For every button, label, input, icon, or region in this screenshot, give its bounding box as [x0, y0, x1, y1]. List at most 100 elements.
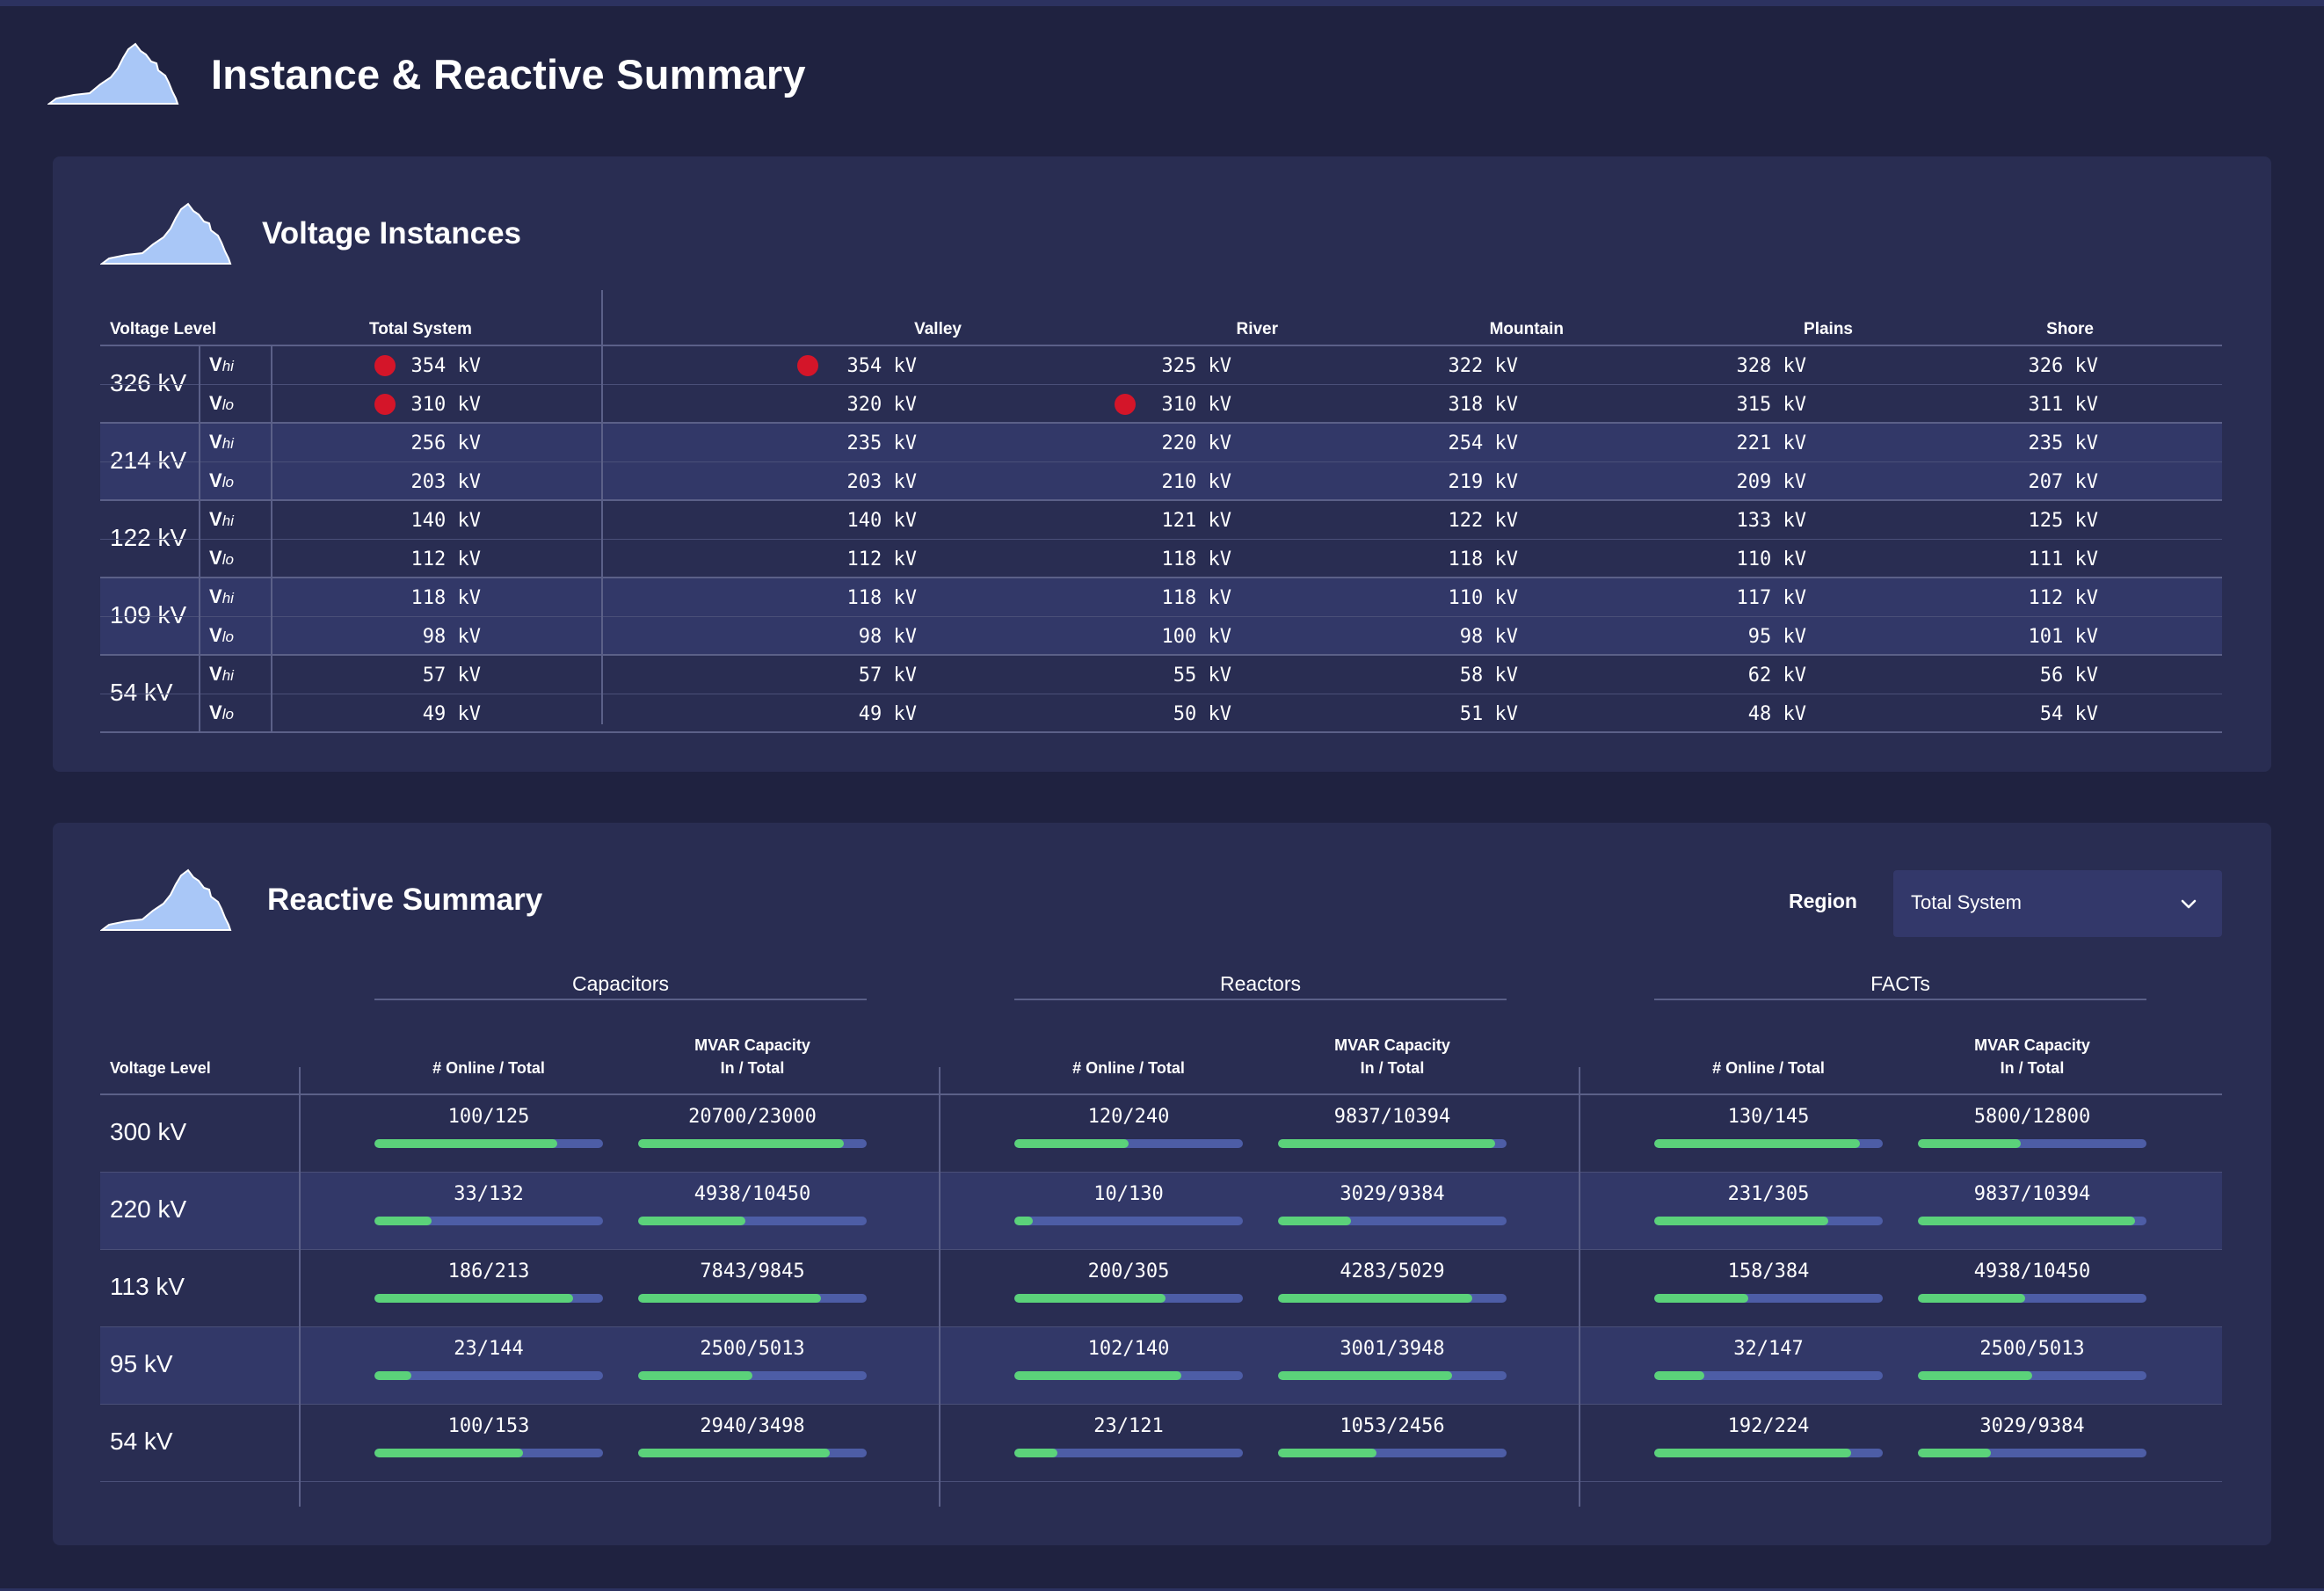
cell-total-lo: 49 kV — [422, 703, 481, 725]
v-symbol: V — [209, 469, 222, 491]
table-row: 54 kV 100/153 2940/3498 23/121 1053/2456 192/… — [100, 1405, 2222, 1482]
progress-bar — [1918, 1294, 2146, 1303]
v-symbol: V — [209, 701, 222, 723]
cell-plains-lo: 315 kV — [1736, 394, 1806, 416]
cell-mountain-hi: 122 kV — [1448, 510, 1518, 532]
vlo-label: Vlo — [209, 392, 234, 415]
virginia-map-icon — [100, 202, 232, 265]
progress-bar — [1014, 1217, 1243, 1225]
metric-rea-mvar: 3029/9384 — [1278, 1183, 1507, 1225]
col-header-mountain: Mountain — [1489, 320, 1564, 338]
cell-shore-hi: 326 kV — [2028, 355, 2098, 377]
metric-value: 4283/5029 — [1340, 1260, 1445, 1282]
cell-total-lo: 112 kV — [410, 548, 481, 570]
cell-valley-hi: 235 kV — [846, 432, 917, 454]
vhi-row: Vhi 118 kV 118 kV 118 kV 110 kV 117 kV 112 kV — [100, 578, 2222, 617]
cell-river-lo: 210 kV — [1161, 471, 1231, 493]
cell-total-lo: 310 kV — [410, 394, 481, 416]
progress-bar — [638, 1139, 867, 1148]
metric-rea-online: 23/121 — [1014, 1415, 1243, 1457]
cell-valley-hi: 140 kV — [846, 510, 917, 532]
voltage-instances-title: Voltage Instances — [262, 216, 522, 251]
voltage-level-label: 109 kV — [110, 601, 187, 628]
cell-plains-hi: 62 kV — [1747, 665, 1806, 687]
cell-plains-hi: 117 kV — [1736, 587, 1806, 609]
cell-total-lo: 98 kV — [422, 626, 481, 648]
voltage-instances-table: Voltage Level Total System Valley River … — [100, 290, 2222, 733]
vhi-label: Vhi — [209, 663, 234, 686]
progress-bar — [1278, 1139, 1507, 1148]
vlo-row: Vlo 98 kV 98 kV 100 kV 98 kV 95 kV 101 kV — [100, 617, 2222, 656]
cell-plains-hi: 328 kV — [1736, 355, 1806, 377]
metric-value: 33/132 — [454, 1183, 524, 1205]
voltage-level-label: 326 kV — [110, 369, 187, 396]
region-dropdown[interactable]: Total System — [1893, 870, 2222, 937]
metric-fac-mvar: 9837/10394 — [1918, 1183, 2146, 1225]
progress-bar-fill — [1654, 1139, 1860, 1148]
metric-value: 2500/5013 — [1979, 1338, 2085, 1360]
col-header-total-system: Total System — [369, 320, 472, 338]
progress-bar-fill — [1654, 1217, 1828, 1225]
col-header-fac-mvar: MVAR Capacity In / Total — [1918, 1034, 2146, 1079]
v-subscript: lo — [222, 396, 234, 413]
progress-bar-fill — [1918, 1371, 2032, 1380]
progress-bar-fill — [1654, 1294, 1748, 1303]
reactive-summary-panel: Reactive Summary Region Total System Cap… — [53, 823, 2271, 1545]
cell-shore-hi: 56 kV — [2039, 665, 2098, 687]
cell-shore-lo: 101 kV — [2028, 626, 2098, 648]
metric-value: 231/305 — [1727, 1183, 1810, 1205]
vlo-label: Vlo — [209, 547, 234, 570]
column-divider — [271, 346, 272, 424]
metric-cap-mvar: 2500/5013 — [638, 1338, 867, 1380]
voltage-level-label: 214 kV — [110, 447, 187, 474]
progress-bar-fill — [374, 1139, 557, 1148]
metric-rea-online: 200/305 — [1014, 1260, 1243, 1303]
header-line-1: MVAR Capacity — [1974, 1036, 2090, 1054]
metric-value: 5800/12800 — [1973, 1106, 2091, 1128]
column-divider — [939, 1067, 940, 1507]
col-header-plains: Plains — [1804, 320, 1853, 338]
progress-bar-fill — [1918, 1294, 2026, 1303]
metric-value: 9837/10394 — [1333, 1106, 1451, 1128]
v-symbol: V — [209, 624, 222, 646]
progress-bar — [1014, 1294, 1243, 1303]
metric-value: 3029/9384 — [1979, 1415, 2085, 1437]
progress-bar-fill — [638, 1217, 746, 1225]
cell-total-hi: 256 kV — [410, 432, 481, 454]
voltage-level-label: 54 kV — [110, 1428, 173, 1455]
v-subscript: hi — [222, 358, 234, 374]
metric-fac-online: 231/305 — [1654, 1183, 1883, 1225]
page-header: Instance & Reactive Summary — [47, 42, 806, 105]
progress-bar — [638, 1449, 867, 1457]
metric-value: 2500/5013 — [700, 1338, 805, 1360]
metric-value: 200/305 — [1087, 1260, 1170, 1282]
cell-plains-hi: 133 kV — [1736, 510, 1806, 532]
metric-value: 186/213 — [447, 1260, 530, 1282]
progress-bar-fill — [1278, 1371, 1452, 1380]
v-symbol: V — [209, 663, 222, 685]
progress-bar-fill — [1918, 1449, 1992, 1457]
cell-river-hi: 325 kV — [1161, 355, 1231, 377]
col-header-shore: Shore — [2046, 320, 2094, 338]
header-line-1: MVAR Capacity — [694, 1036, 810, 1054]
cell-shore-lo: 111 kV — [2028, 548, 2098, 570]
group-title-facts: FACTs — [1870, 972, 1930, 995]
metric-rea-mvar: 9837/10394 — [1278, 1106, 1507, 1148]
progress-bar-fill — [1654, 1449, 1851, 1457]
vhi-label: Vhi — [209, 585, 234, 608]
metric-rea-online: 102/140 — [1014, 1338, 1243, 1380]
virginia-map-icon — [47, 42, 179, 105]
progress-bar — [1278, 1449, 1507, 1457]
metric-fac-online: 32/147 — [1654, 1338, 1883, 1380]
column-divider — [199, 578, 200, 656]
metric-rea-mvar: 3001/3948 — [1278, 1338, 1507, 1380]
metric-rea-mvar: 4283/5029 — [1278, 1260, 1507, 1303]
col-header-rea-online: # Online / Total — [1072, 1059, 1185, 1077]
cell-shore-lo: 207 kV — [2028, 471, 2098, 493]
vlo-label: Vlo — [209, 701, 234, 724]
cell-river-hi: 118 kV — [1161, 587, 1231, 609]
col-header-river: River — [1236, 320, 1278, 338]
metric-rea-mvar: 1053/2456 — [1278, 1415, 1507, 1457]
group-underline — [1014, 999, 1507, 1000]
col-header-voltage-level: Voltage Level — [110, 320, 217, 338]
